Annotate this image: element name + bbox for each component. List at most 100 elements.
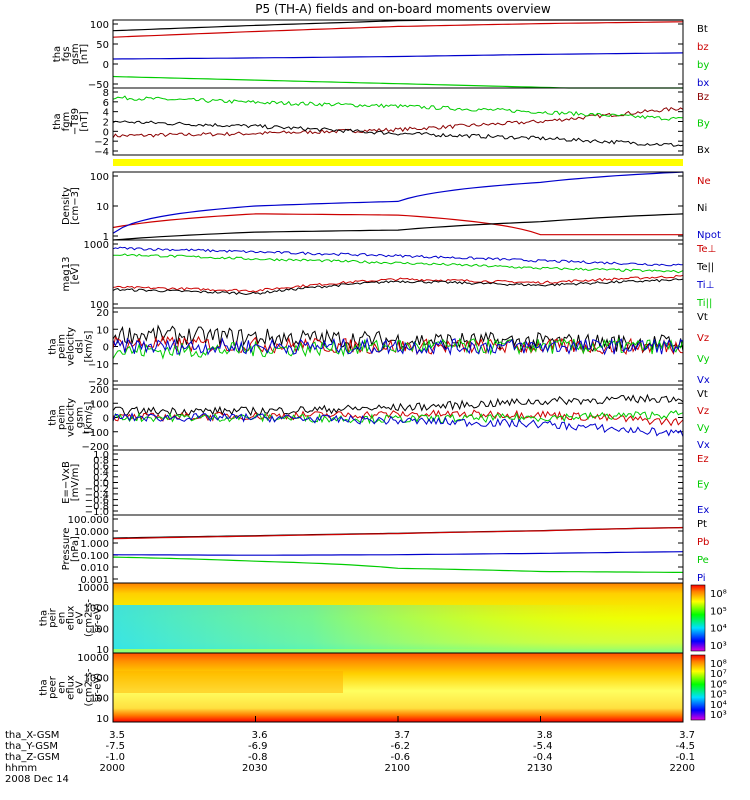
series-vel-dsl-Vt bbox=[112, 324, 684, 354]
ylabel-peer: eflux bbox=[66, 675, 77, 700]
panel-frame bbox=[112, 87, 684, 156]
colorbar-tick: 10⁵ bbox=[710, 690, 727, 701]
ylabel-peir: sr-eV) bbox=[93, 603, 104, 632]
ylabel-peer: peer bbox=[48, 675, 59, 699]
colorbar-tick: 10⁸ bbox=[710, 589, 727, 600]
axis-row-value: 2030 bbox=[242, 763, 267, 774]
legend-Vt: Vt bbox=[697, 389, 708, 400]
ytick-label: 6 bbox=[103, 98, 109, 109]
legend-Ni: Ni bbox=[697, 203, 707, 214]
panel-efield: E=−VxB[mV/m] 1.00.80.60.40.20.0−0.2−0.4−0… bbox=[61, 449, 709, 518]
series-pressure-Pi bbox=[112, 551, 684, 556]
ytick-label: 10 bbox=[96, 645, 109, 656]
axis-date: 2008 Dec 14 bbox=[5, 774, 69, 785]
ytick-label: −1.0 bbox=[85, 507, 109, 518]
axis-row-value: 3.7 bbox=[679, 730, 695, 741]
ylabel-fgs: fgs bbox=[61, 46, 72, 61]
ytick-label: 100 bbox=[90, 20, 109, 31]
series-temp-Ti|| bbox=[112, 253, 684, 274]
panel-density: Density[cm−3] 100 10 1 Ne Ni Npot bbox=[61, 171, 721, 243]
series-fgs-by bbox=[112, 75, 683, 89]
ylabel-efield: E=−VxB bbox=[61, 461, 72, 504]
legend-By: By bbox=[697, 119, 710, 130]
axis-row-value: -4.5 bbox=[675, 741, 695, 752]
ylabel-peer: sr-eV) bbox=[93, 673, 104, 702]
axis-row-value: -1.0 bbox=[105, 752, 125, 763]
series-fgm-Bz bbox=[112, 106, 684, 139]
axis-row-value: 3.6 bbox=[252, 730, 268, 741]
series-fgs-bz bbox=[112, 21, 684, 38]
ylabel-peer: tha bbox=[39, 679, 50, 695]
ytick-label: 0.6 bbox=[93, 461, 109, 472]
series-pressure-Pb bbox=[112, 527, 684, 540]
ylabel-vel-dsl: [km/s] bbox=[84, 330, 95, 362]
ytick-label: −4 bbox=[94, 147, 109, 158]
panel-frame bbox=[112, 449, 684, 516]
ylabel-vel-dsl: peim bbox=[57, 334, 68, 359]
axis-row-value: -0.8 bbox=[248, 752, 268, 763]
legend-Pi: Pi bbox=[697, 573, 706, 584]
panel-frame bbox=[112, 514, 684, 584]
ylabel-fgs: tha bbox=[52, 46, 63, 62]
ytick-label: 0.0 bbox=[93, 479, 109, 490]
ytick-label: 0 bbox=[103, 343, 109, 354]
ytick-label: 20 bbox=[96, 308, 109, 319]
ytick-label: −2 bbox=[94, 137, 109, 148]
ytick-label: −10 bbox=[88, 360, 109, 371]
ylabel-peir: eflux bbox=[66, 606, 77, 631]
axis-row-label: tha_X-GSM bbox=[5, 730, 59, 741]
axis-row-value: 2130 bbox=[527, 763, 552, 774]
ytick-label: −0.2 bbox=[85, 484, 109, 495]
legend-Bt: Bt bbox=[697, 24, 708, 35]
legend-Vt: Vt bbox=[697, 312, 708, 323]
series-temp-Te|| bbox=[112, 278, 684, 296]
legend-by: by bbox=[697, 60, 709, 71]
ytick-label: 8 bbox=[103, 88, 109, 99]
ytick-label: 1.000 bbox=[80, 539, 109, 550]
axis-row-label: tha_Y-GSM bbox=[5, 741, 58, 752]
legend-Ez: Ez bbox=[697, 454, 709, 465]
ytick-label: 10.000 bbox=[74, 527, 109, 538]
legend-Te⊥: Te⊥ bbox=[696, 244, 716, 255]
axis-row-value: -5.4 bbox=[533, 741, 553, 752]
ytick-label: 1000 bbox=[84, 673, 109, 684]
axis-row-label: hhmm bbox=[5, 763, 37, 774]
ylabel-vel-gsm: gsm bbox=[75, 407, 86, 428]
series-density-Ne bbox=[112, 213, 683, 236]
ytick-label: 10000 bbox=[77, 583, 109, 594]
legend-Vy: Vy bbox=[697, 354, 710, 365]
series-vel-gsm-Vt bbox=[112, 393, 684, 417]
series-fgs-Bt bbox=[112, 19, 683, 32]
ytick-label: 100 bbox=[90, 624, 109, 635]
ytick-label: 10000 bbox=[77, 653, 109, 664]
ylabel-fgm: fgm bbox=[61, 112, 72, 132]
ytick-label: 10 bbox=[96, 714, 109, 725]
series-fgm-By bbox=[112, 95, 684, 121]
ylabel-vel-dsl: dsl bbox=[75, 339, 86, 353]
legend-Ti||: Ti|| bbox=[696, 298, 712, 309]
ytick-label: 10 bbox=[96, 202, 109, 213]
ytick-label: 0 bbox=[103, 60, 109, 71]
ylabel-temp: [eV] bbox=[70, 264, 81, 285]
colorbar-tick: 10⁷ bbox=[710, 669, 727, 680]
ylabel-peer: en bbox=[57, 681, 68, 694]
series-pressure-Pe bbox=[112, 556, 683, 573]
colorbar-tick: 10⁴ bbox=[710, 700, 727, 711]
ylabel-peir: eV bbox=[75, 611, 86, 624]
colorbar-tick: 10⁶ bbox=[710, 679, 727, 690]
ytick-label: −0.6 bbox=[85, 496, 109, 507]
axis-row-value: 2200 bbox=[670, 763, 695, 774]
ytick-label: 0 bbox=[103, 414, 109, 425]
series-vel-dsl-Vx bbox=[112, 337, 684, 356]
legend-Bz: Bz bbox=[697, 92, 709, 103]
ylabel-peir: (cm2-s- bbox=[84, 599, 95, 637]
axis-row-value: -0.6 bbox=[390, 752, 410, 763]
ytick-label: −50 bbox=[88, 80, 109, 91]
ylabel-pressure: Pressure bbox=[61, 528, 72, 571]
axis-row-value: 3.8 bbox=[537, 730, 553, 741]
ytick-label: −200 bbox=[82, 442, 109, 453]
ytick-label: 100 bbox=[90, 300, 109, 311]
